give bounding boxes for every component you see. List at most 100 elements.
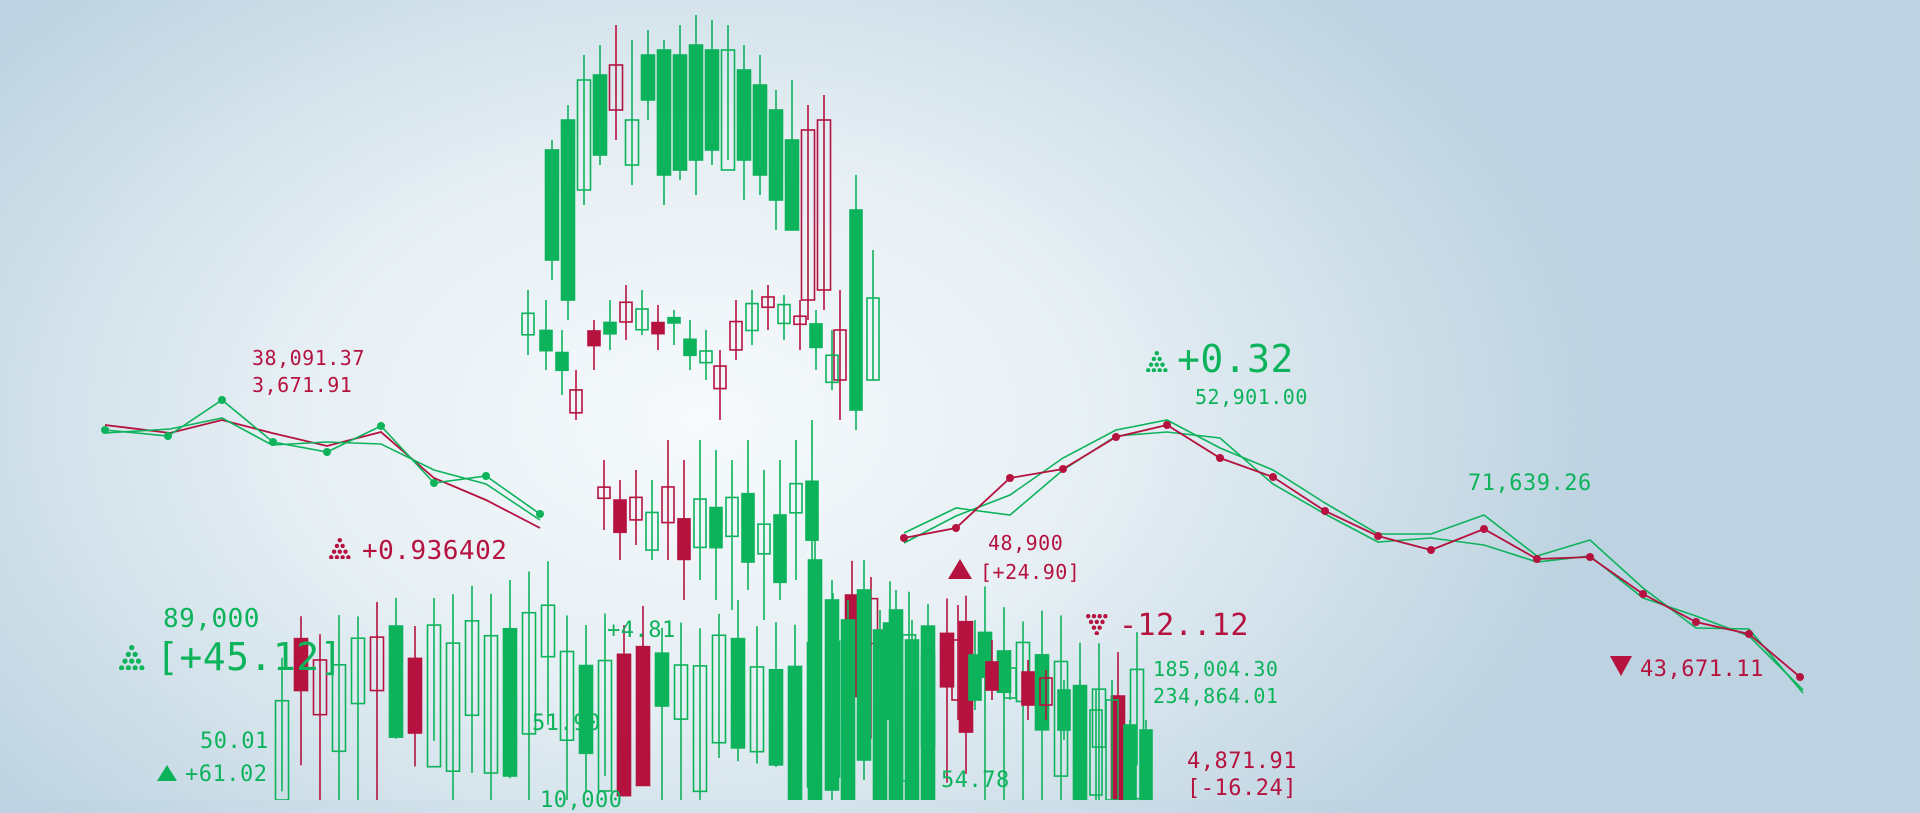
small-change-1-text: +61.02 <box>185 762 268 787</box>
candle <box>752 55 768 195</box>
series-point <box>1796 673 1804 681</box>
series-point <box>482 472 490 480</box>
candle <box>651 305 665 350</box>
dotted-pyramid-up-icon <box>1145 340 1169 378</box>
candle <box>951 605 965 720</box>
pyramid-dot <box>1163 368 1168 373</box>
series-point <box>430 479 438 487</box>
candle <box>825 330 839 390</box>
center-value-1: +4.81 <box>607 618 676 643</box>
candle <box>274 657 290 800</box>
lower-left-change-text: [+45.12] <box>156 635 344 679</box>
candle <box>693 440 707 580</box>
candle <box>569 370 583 420</box>
solid-triangle-down-icon <box>1610 656 1632 681</box>
far-right-down: 43,671.11 <box>1610 656 1764 681</box>
candle <box>629 470 643 545</box>
series-line <box>104 417 541 521</box>
candle <box>1139 720 1153 800</box>
pyramid-dot <box>1103 614 1108 619</box>
candle <box>293 616 309 766</box>
candle <box>872 610 888 800</box>
candle <box>544 140 560 280</box>
candle <box>608 25 624 140</box>
candle <box>725 460 739 610</box>
series-line <box>903 431 1804 691</box>
candle <box>939 598 955 783</box>
candle <box>539 300 553 370</box>
candle <box>559 615 575 800</box>
candle <box>603 300 617 350</box>
series-line <box>903 424 1801 678</box>
candle <box>757 470 771 620</box>
pyramid-dot <box>1094 631 1099 636</box>
solid-triangle-up-icon <box>157 764 177 786</box>
candle <box>741 440 755 590</box>
candle <box>888 590 904 800</box>
candlestick-figure <box>274 15 1153 800</box>
dotted-pyramid-up-icon <box>118 638 148 676</box>
candle <box>1073 680 1087 780</box>
candle <box>576 55 592 205</box>
candle <box>540 561 556 725</box>
pyramid-dot <box>1157 368 1162 373</box>
candle <box>1089 690 1103 800</box>
pyramid-dot <box>340 555 345 560</box>
pyramid-dot <box>1151 356 1157 362</box>
candle <box>809 310 823 370</box>
candle <box>692 628 708 800</box>
candle <box>745 290 759 345</box>
pyramid-dot <box>343 549 348 554</box>
candle <box>866 250 880 381</box>
pyramid-dot <box>1154 351 1159 356</box>
candle <box>849 175 863 430</box>
candle <box>704 20 720 165</box>
series-point <box>1216 454 1224 462</box>
left-change: +0.936402 <box>328 537 507 564</box>
pyramid-dot <box>122 658 128 664</box>
left-change-text: +0.936402 <box>362 536 508 566</box>
candle <box>768 622 784 767</box>
pyramid-dot <box>329 555 334 560</box>
pyramid-dot <box>1154 362 1159 367</box>
candle <box>592 45 608 165</box>
candle <box>587 320 601 370</box>
pyramid-dot <box>125 665 131 671</box>
pyramid-dot <box>132 665 138 671</box>
center-value-3: 10,000 <box>540 788 623 813</box>
pyramid-dot <box>331 549 337 554</box>
candle <box>1091 643 1107 800</box>
dotted-pyramid-down-icon <box>1085 611 1111 641</box>
candle <box>619 285 633 340</box>
series-point <box>323 448 331 456</box>
pyramid-dot <box>135 658 142 664</box>
candle <box>688 15 704 195</box>
line-charts <box>101 396 1804 694</box>
candle <box>720 25 736 171</box>
candle <box>613 480 627 560</box>
series-point <box>1533 555 1541 563</box>
pyramid-dot <box>1148 362 1154 367</box>
candle <box>807 520 823 800</box>
pyramid-dot <box>1094 619 1099 625</box>
series-point <box>1321 507 1329 515</box>
candle <box>824 580 840 800</box>
candle <box>578 624 594 793</box>
series-point <box>1586 553 1594 561</box>
series-point <box>269 438 277 446</box>
candle <box>624 40 640 185</box>
candle <box>789 440 803 580</box>
candle <box>777 295 791 340</box>
candle <box>784 80 800 231</box>
pyramid-dot <box>132 651 138 657</box>
candle <box>968 620 982 710</box>
series-point <box>1692 618 1700 626</box>
mid-value: 48,900 <box>988 531 1064 555</box>
pyramid-dot <box>1151 368 1157 373</box>
pyramid-dot <box>334 543 340 549</box>
candle <box>793 300 807 350</box>
candle <box>483 593 499 800</box>
series-point <box>377 422 385 430</box>
candle <box>667 310 681 345</box>
